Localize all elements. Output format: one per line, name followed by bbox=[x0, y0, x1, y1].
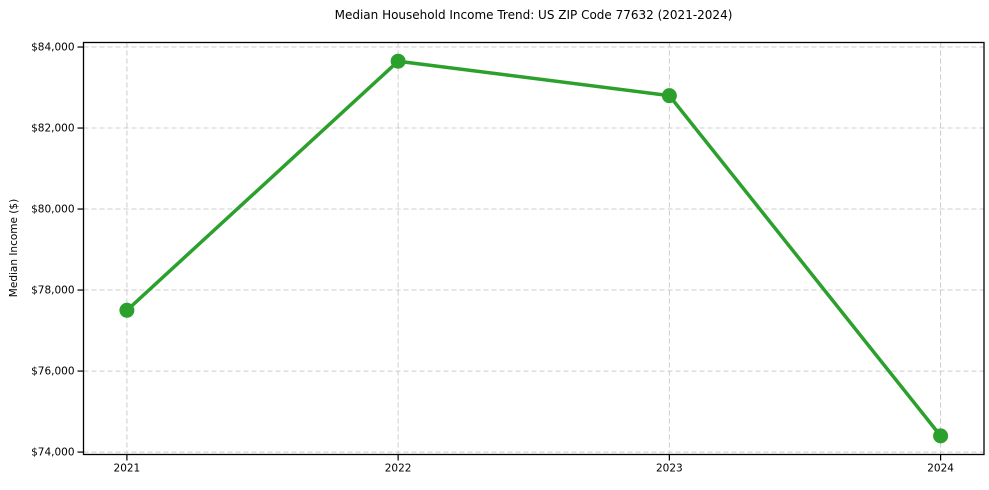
y-tick-label: $82,000 bbox=[31, 123, 74, 135]
y-tick-label: $80,000 bbox=[31, 204, 74, 216]
y-tick-label: $78,000 bbox=[31, 285, 74, 297]
data-point-2024 bbox=[933, 428, 949, 444]
y-axis-label: Median Income ($) bbox=[8, 198, 20, 298]
x-tick-label: 2023 bbox=[656, 463, 683, 475]
y-tick-label: $84,000 bbox=[31, 42, 74, 54]
data-point-2022 bbox=[390, 53, 406, 69]
x-tick-label: 2021 bbox=[114, 463, 141, 475]
data-point-2023 bbox=[661, 88, 677, 104]
plot-border bbox=[82, 41, 985, 456]
y-tick-label: $76,000 bbox=[31, 366, 74, 378]
x-tick-label: 2022 bbox=[385, 463, 412, 475]
trend-line bbox=[125, 59, 943, 438]
data-point-2021 bbox=[119, 302, 135, 318]
chart-title: Median Household Income Trend: US ZIP Co… bbox=[334, 8, 733, 22]
y-tick-label: $74,000 bbox=[31, 447, 74, 459]
x-tick-label: 2024 bbox=[927, 463, 954, 475]
